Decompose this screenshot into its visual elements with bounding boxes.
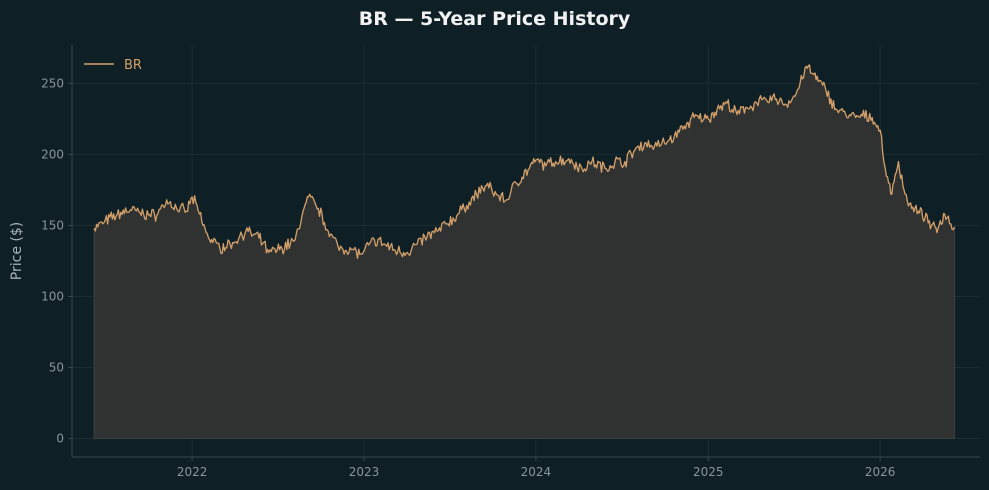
y-tick-label: 50 — [49, 360, 64, 374]
x-tick-label: 2025 — [693, 465, 724, 479]
y-tick-label: 100 — [41, 289, 64, 303]
y-tick-label: 250 — [41, 76, 64, 90]
x-tick-layer: 2022 2023 2024 2025 2026 — [177, 457, 896, 479]
y-tick-label: 0 — [56, 432, 64, 446]
legend: BR — [84, 58, 142, 73]
x-tick-label: 2022 — [177, 465, 208, 479]
legend-label-br: BR — [124, 58, 142, 73]
y-tick-label: 150 — [41, 218, 64, 232]
y-tick-label: 200 — [41, 147, 64, 161]
series-area-fill — [93, 64, 956, 439]
x-tick-label: 2026 — [865, 465, 896, 479]
series-line-br — [93, 64, 956, 259]
chart-title: BR — 5-Year Price History — [358, 8, 631, 30]
y-axis-label: Price ($) — [9, 222, 25, 280]
y-tick-layer: 0 50 100 150 200 250 — [41, 76, 72, 446]
x-tick-label: 2024 — [521, 465, 552, 479]
x-tick-label: 2023 — [349, 465, 380, 479]
